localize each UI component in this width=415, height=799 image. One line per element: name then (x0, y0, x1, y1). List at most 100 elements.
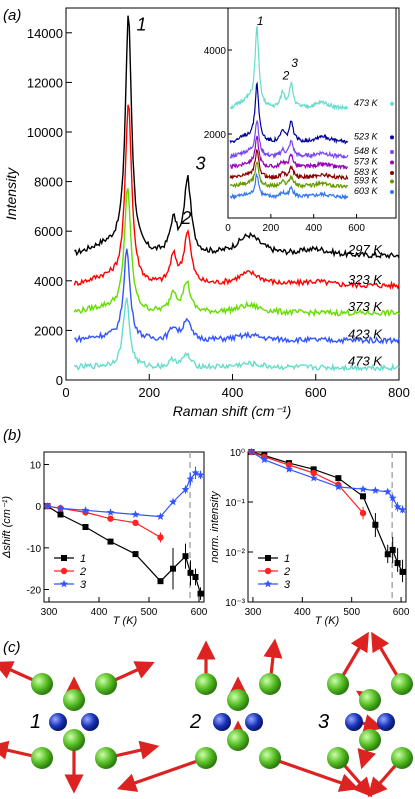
panel-b-right-plot: 300 400 500 600 10⁰ 10⁻¹ 10⁻² 10⁻³ 123 (225, 447, 410, 618)
y-tick-label: 10000 (27, 125, 63, 140)
data-point (310, 466, 317, 473)
inset-spectrum-line (229, 119, 349, 160)
data-point (264, 567, 272, 575)
data-point (393, 502, 402, 511)
legend-label: 2 (79, 566, 86, 578)
panel-a-label: (a) (3, 7, 21, 24)
data-point (310, 469, 317, 477)
panel-a-peak-labels: 1 2 3 (136, 14, 205, 227)
green-atom (95, 747, 117, 769)
data-point (132, 519, 139, 527)
series-line (251, 451, 404, 573)
inset-spectrum-line (229, 135, 348, 170)
green-atom (259, 673, 281, 695)
panel-c: (c) 1 2 3 (0, 631, 413, 798)
data-point (264, 579, 272, 588)
y-tick-label: -10 (27, 544, 42, 555)
panel-b-right-axes (247, 451, 407, 603)
mode-label: 3 (318, 711, 329, 733)
data-point (57, 511, 64, 518)
blue-atom (245, 713, 263, 731)
series-line (47, 505, 161, 538)
legend-label: 3 (80, 579, 87, 591)
legend-label: 1 (284, 553, 290, 565)
green-atom (259, 747, 281, 769)
y-tick-label: 14000 (27, 26, 63, 41)
data-point (186, 474, 195, 483)
y-tick-label: 12000 (27, 75, 63, 90)
y-tick-label: 10⁰ (230, 448, 245, 459)
mode-label: 2 (189, 711, 201, 733)
inset-series-marker (390, 101, 394, 106)
series-label: 473 K (348, 354, 383, 369)
data-point (399, 568, 406, 575)
inset-x-tick-label: 400 (305, 223, 322, 234)
inset-series-marker (390, 189, 394, 194)
green-atom (63, 689, 85, 711)
inset-spectrum-line (229, 26, 349, 111)
inset-peak-label: 1 (257, 14, 264, 28)
green-atom (195, 673, 217, 695)
displacement-arrow (116, 756, 207, 792)
panel-a-y-ticks: 0 2000 4000 6000 8000 10000 12000 14000 (27, 26, 72, 388)
inset-series-label: 583 K (354, 167, 379, 177)
inset-series-marker (390, 179, 394, 184)
blue-atom (377, 713, 395, 731)
series-line (47, 505, 202, 594)
series-label: 297 K (347, 242, 383, 257)
data-point (360, 493, 367, 500)
green-atom (31, 673, 53, 695)
data-point (132, 551, 139, 558)
green-atom (359, 689, 381, 711)
green-atom (359, 729, 381, 751)
panel-b-right-y-axis-label: norm. intensity (209, 490, 221, 563)
panel-c-label: (c) (3, 639, 21, 656)
data-point (191, 468, 200, 477)
y-tick-label: -20 (27, 586, 42, 597)
data-point (60, 579, 68, 588)
blue-atom (345, 713, 363, 731)
data-point (285, 465, 293, 473)
blue-atom (81, 713, 99, 731)
data-point (335, 475, 342, 482)
inset-peak-label: 2 (282, 68, 290, 82)
data-point (334, 482, 343, 491)
data-point (247, 447, 256, 456)
data-point (157, 578, 164, 585)
data-point (196, 470, 205, 479)
inset-spectrum-line (229, 172, 349, 201)
inset-spectrum-line (229, 161, 349, 190)
panel-a-x-ticks: 0 200 400 600 800 (62, 374, 410, 400)
green-atom (31, 747, 53, 769)
mode-label: 1 (30, 711, 41, 733)
inset-spectrum-line (229, 149, 349, 181)
green-atom (195, 747, 217, 769)
x-tick-label: 400 (222, 385, 244, 400)
panel-b-left-y-axis-label: Δshift (cm⁻¹) (1, 496, 13, 559)
inset-series-label: 523 K (354, 131, 379, 141)
legend-label: 2 (283, 566, 290, 578)
panel-a-y-axis-label: Intensity (3, 167, 19, 220)
legend-label: 3 (284, 579, 291, 591)
panel-b-left-x-axis-label: T (K) (113, 615, 138, 627)
data-point (389, 546, 396, 553)
x-tick-label: 500 (141, 607, 158, 618)
data-point (106, 508, 115, 516)
inset-series-marker (390, 171, 394, 176)
x-tick-label: 300 (245, 607, 262, 618)
x-tick-label: 400 (294, 607, 311, 618)
data-point (61, 555, 67, 561)
inset-y-ticks: 2000 4000 (204, 46, 232, 141)
data-point (359, 509, 367, 517)
y-tick-label: 6000 (34, 224, 63, 239)
data-point (359, 485, 367, 493)
series-label: 423 K (348, 326, 383, 341)
inset-series-label: 473 K (354, 98, 379, 108)
spectrum-line (74, 15, 400, 260)
series-label: 373 K (348, 299, 383, 314)
green-atom (227, 689, 249, 711)
spectrum-line (73, 297, 400, 372)
inset-x-tick-label: 600 (348, 223, 365, 234)
